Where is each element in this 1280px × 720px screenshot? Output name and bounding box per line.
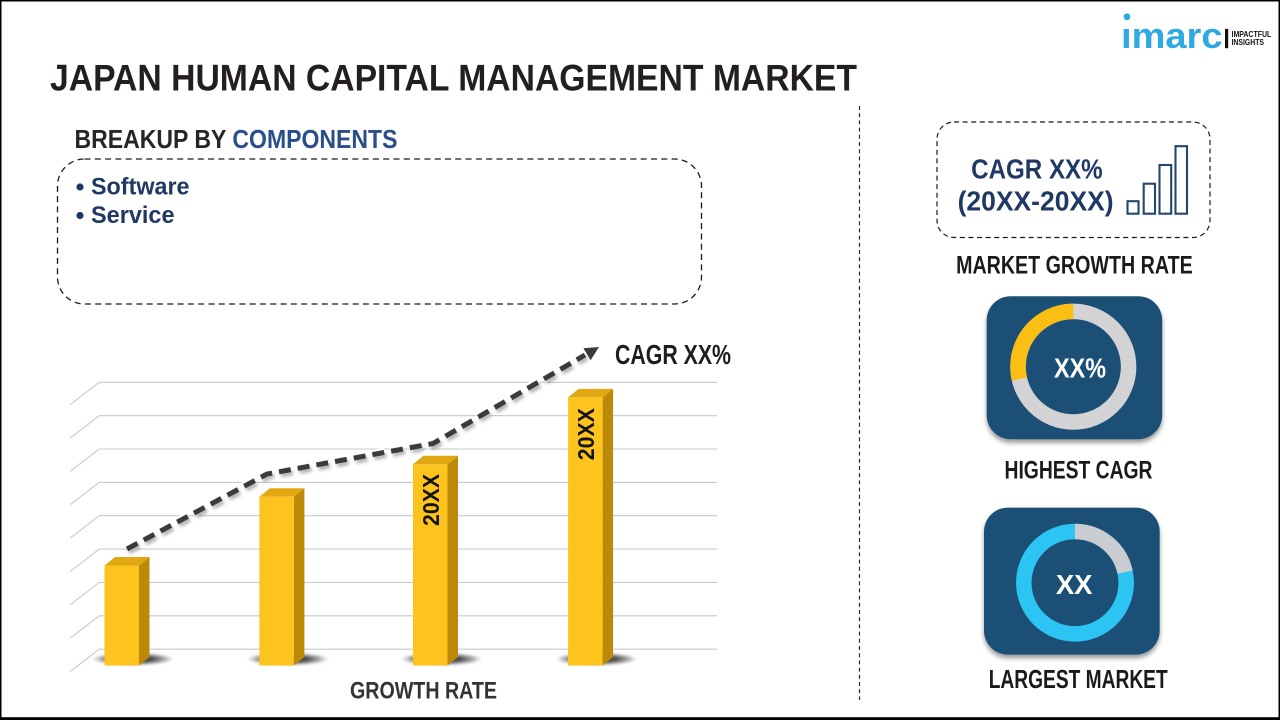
svg-text:XX%: XX% (1054, 352, 1106, 383)
svg-text:Software: Software (91, 173, 190, 200)
svg-text:LARGEST MARKET: LARGEST MARKET (989, 664, 1168, 694)
svg-text:JAPAN HUMAN CAPITAL MANAGEMENT: JAPAN HUMAN CAPITAL MANAGEMENT MARKET (50, 58, 857, 99)
svg-text:BREAKUP BY COMPONENTS: BREAKUP BY COMPONENTS (75, 126, 398, 154)
svg-text:(20XX-20XX): (20XX-20XX) (958, 186, 1114, 217)
svg-text:CAGR XX%: CAGR XX% (615, 339, 731, 370)
svg-text:ımarc: ımarc (1121, 15, 1223, 56)
svg-text:HIGHEST CAGR: HIGHEST CAGR (1005, 457, 1153, 485)
svg-text:IMPACTFUL: IMPACTFUL (1232, 30, 1272, 39)
svg-text:INSIGHTS: INSIGHTS (1232, 38, 1265, 47)
svg-text:Service: Service (91, 202, 175, 229)
svg-text:20XX: 20XX (573, 408, 599, 461)
svg-text:GROWTH RATE: GROWTH RATE (350, 677, 497, 704)
svg-text:20XX: 20XX (418, 473, 444, 526)
svg-text:CAGR XX%: CAGR XX% (971, 154, 1103, 185)
svg-text:MARKET GROWTH RATE: MARKET GROWTH RATE (956, 252, 1193, 279)
svg-text:XX: XX (1056, 569, 1093, 600)
